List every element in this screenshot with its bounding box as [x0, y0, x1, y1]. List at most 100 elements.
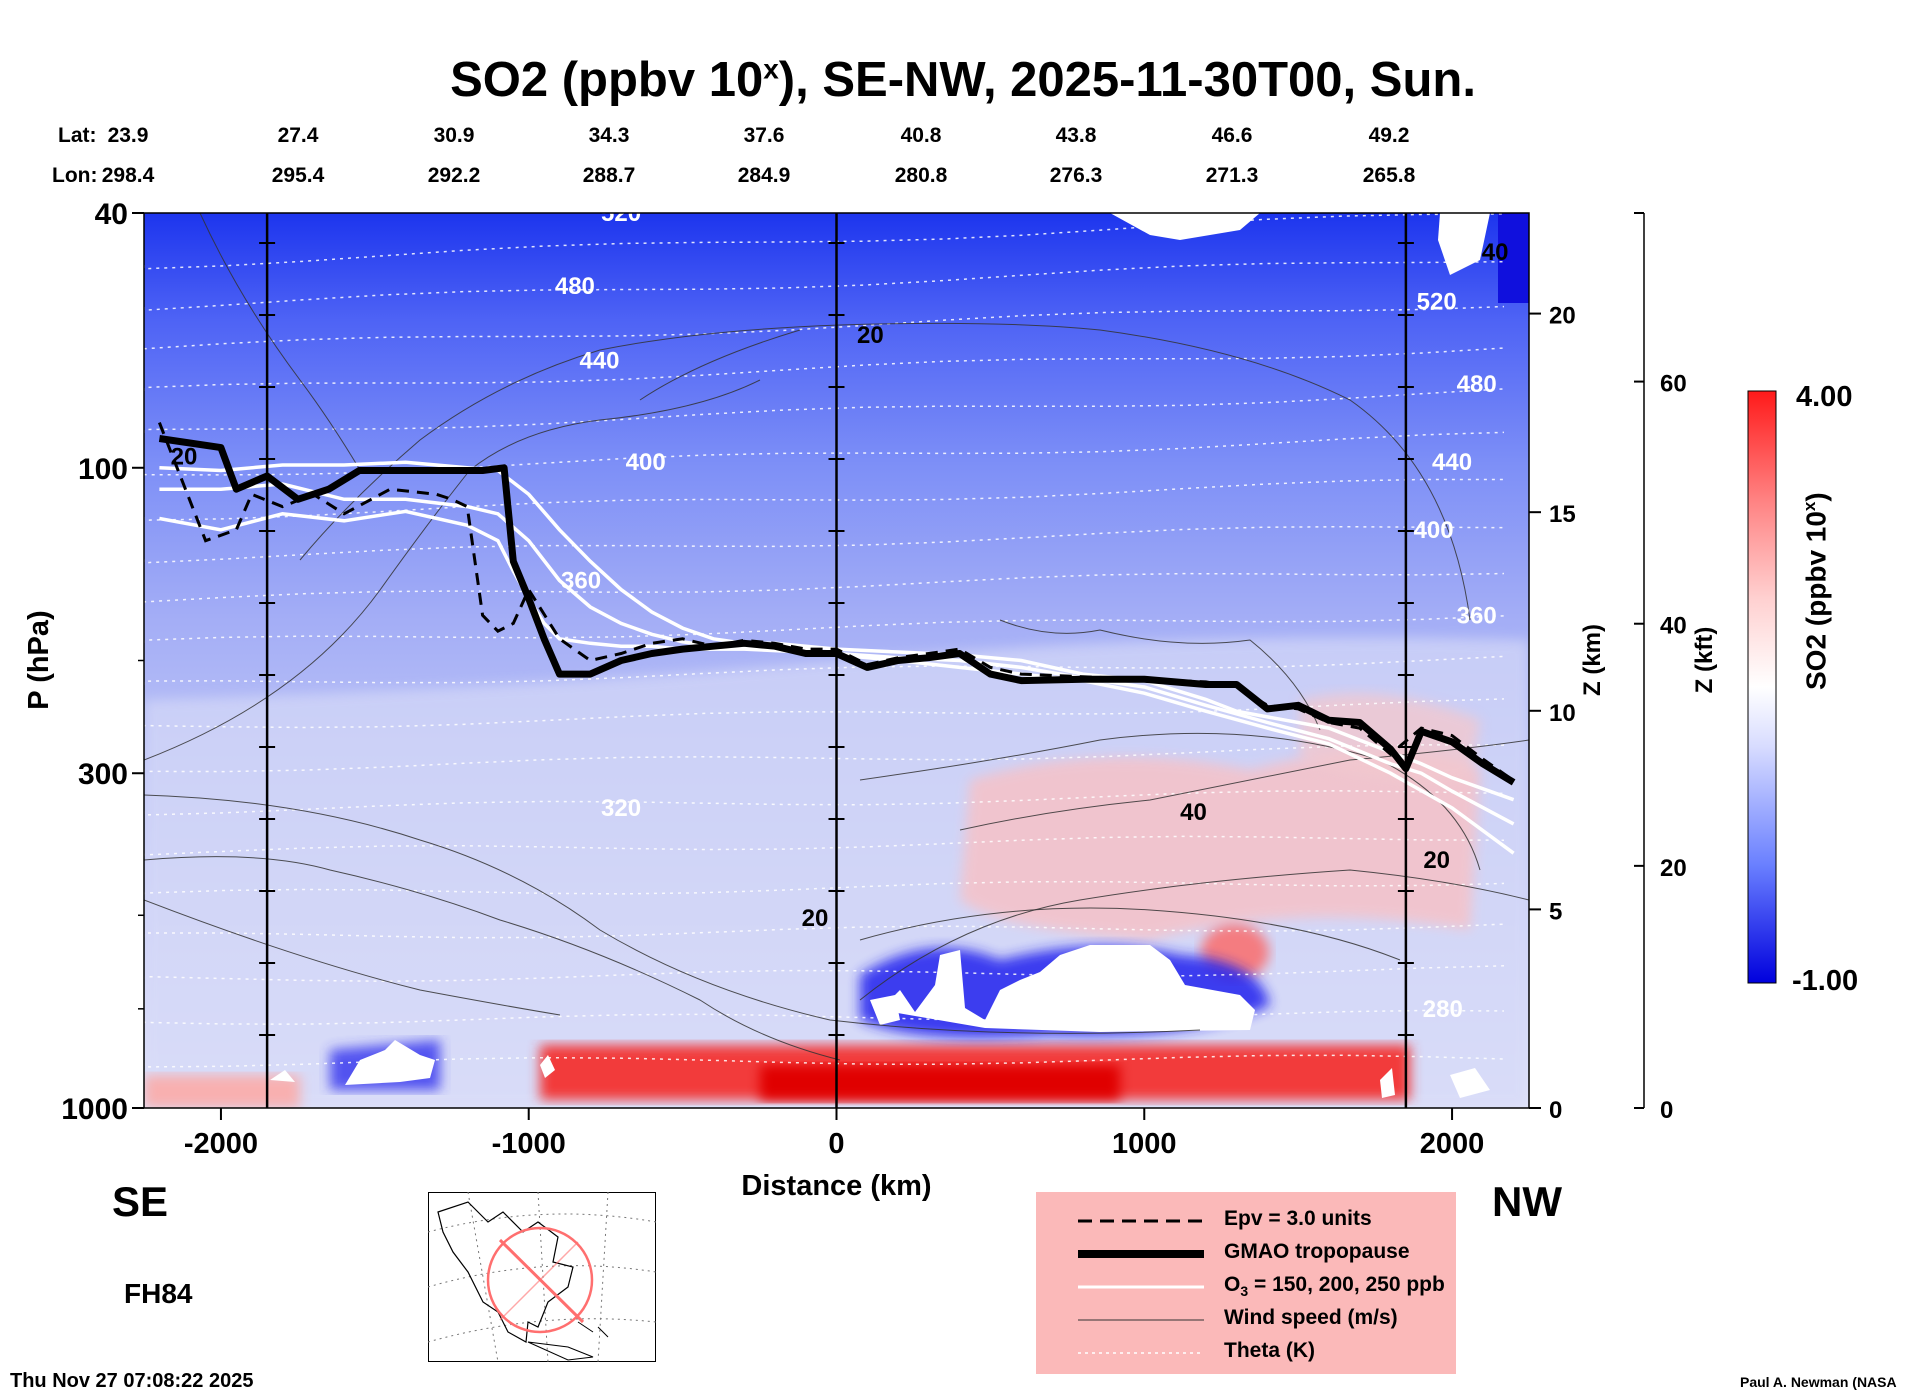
- theta-label: 520: [1417, 289, 1457, 316]
- legend-label-text: GMAO tropopause: [1224, 1240, 1410, 1263]
- timestamp: Thu Nov 27 07:08:22 2025: [10, 1370, 254, 1392]
- theta-label: 280: [1423, 996, 1463, 1023]
- contour-lines: 520 480 440 400 360 320 520 480 440 400 360 280 20 20…: [144, 213, 1529, 1068]
- locator-section-line: [498, 1238, 585, 1324]
- so2-pink-region-upper: [960, 750, 1480, 940]
- legend-label: O3 = 150, 200, 250 ppb: [1224, 1273, 1445, 1299]
- theta-label: 440: [579, 348, 619, 375]
- y-tick-label: 300: [78, 758, 128, 791]
- wind-speed-contour: [859, 907, 1401, 961]
- theta-label: 360: [1457, 602, 1497, 629]
- y-tick-label: 1000: [61, 1093, 128, 1126]
- title-text-end: ), SE-NW, 2025-11-30T00, Sun.: [778, 53, 1476, 107]
- theta-contour: [144, 1009, 1505, 1025]
- legend-label-text: Epv = 3.0 units: [1224, 1207, 1372, 1230]
- wind-speed-contour: [144, 794, 1201, 1034]
- z-km-tick-label: 5: [1549, 898, 1562, 925]
- wind-speed-label: 20: [171, 443, 198, 470]
- latitude-value: 43.8: [1055, 124, 1097, 147]
- theta-contour: [144, 880, 1505, 895]
- z-km-tick-label: 0: [1549, 1097, 1562, 1124]
- locator-map: [428, 1192, 656, 1362]
- theta-label: 480: [555, 273, 595, 300]
- latitude-value: 34.3: [588, 124, 630, 147]
- theta-contour: [144, 305, 1505, 350]
- wind-speed-label: 40: [1180, 799, 1207, 826]
- longitude-value: 298.4: [101, 164, 155, 187]
- theta-contour: [144, 572, 1505, 603]
- so2-surface-max: [760, 1065, 1120, 1100]
- legend: Epv = 3.0 units GMAO tropopause O3 = 150, …: [1036, 1192, 1456, 1374]
- colorbar-max: 4.00: [1796, 381, 1852, 413]
- wind-speed-contour: [859, 869, 1529, 1001]
- y-axis-label: P (hPa): [23, 610, 55, 709]
- missing-data-patch-right2: [1450, 1068, 1490, 1098]
- locator-ring: [486, 1226, 594, 1334]
- z-kft-tick-label: 0: [1660, 1097, 1673, 1124]
- longitude-value: 288.7: [582, 164, 636, 187]
- missing-data-patch-center: [880, 945, 1255, 1032]
- x-tick-label: 1000: [1112, 1128, 1177, 1160]
- wind-speed-contour: [144, 856, 841, 1061]
- theta-label: 320: [601, 795, 641, 822]
- theta-contour: [144, 431, 1505, 476]
- theta-label: 400: [1414, 517, 1454, 544]
- theta-label: 440: [1432, 449, 1472, 476]
- z-km-tick-label: 10: [1549, 700, 1576, 727]
- wind-speed-label: 20: [802, 905, 829, 932]
- legend-label-text: O: [1224, 1273, 1241, 1296]
- colorbar: 4.00 -1.00: [1747, 381, 1858, 997]
- legend-label: Wind speed (m/s): [1224, 1306, 1398, 1330]
- colorbar-title-end: ): [1800, 492, 1832, 502]
- legend-label-text: Theta (K): [1224, 1339, 1315, 1362]
- locator-coastline-caribbean: [527, 1321, 609, 1361]
- so2-pink-region-right: [1300, 693, 1480, 783]
- theta-contour: [144, 615, 1505, 643]
- latitude-value: 46.6: [1211, 124, 1253, 147]
- wind-speed-contour: [639, 329, 801, 401]
- theta-contour: [144, 835, 1505, 856]
- title-superscript: x: [763, 53, 779, 85]
- legend-label-end: = 150, 200, 250 ppb: [1248, 1273, 1445, 1296]
- latitude-value: 27.4: [277, 124, 319, 147]
- theta-contour: [144, 965, 1505, 982]
- legend-label: GMAO tropopause: [1224, 1240, 1410, 1264]
- latitude-value: 23.9: [107, 124, 149, 147]
- x-tick-label: -2000: [184, 1128, 258, 1160]
- wind-speed-contour: [299, 322, 1471, 621]
- so2-surface-pink-left: [144, 1075, 300, 1108]
- locator-coastline-na: [437, 1201, 574, 1343]
- x-tick-label: 2000: [1420, 1128, 1485, 1160]
- colorbar-min: -1.00: [1792, 965, 1858, 997]
- wind-speed-contour: [999, 619, 1321, 731]
- title-text: SO2 (ppbv 10: [450, 53, 764, 107]
- theta-contour: [144, 744, 1505, 773]
- x-tick-label: 0: [828, 1128, 844, 1160]
- so2-top-right-dark: [1498, 213, 1529, 303]
- colorbar-title-sup: x: [1800, 501, 1819, 512]
- colorbar-title-text: SO2 (ppbv 10: [1800, 511, 1832, 690]
- lat-label: Lat:: [58, 124, 97, 147]
- legend-label-text: Wind speed (m/s): [1224, 1306, 1398, 1329]
- wind-speed-label: 20: [857, 322, 884, 349]
- missing-data-patch-small: [870, 995, 900, 1025]
- wind-speed-contour: [144, 899, 561, 1016]
- credit: Paul A. Newman (NASA: [1740, 1374, 1897, 1390]
- z-km-label: Z (km): [1579, 624, 1606, 696]
- wind-speed-label: 20: [1423, 847, 1450, 874]
- locator-cross-line: [499, 1241, 579, 1321]
- longitude-value: 295.4: [271, 164, 325, 187]
- longitude-value: 265.8: [1362, 164, 1416, 187]
- theta-label: 360: [561, 568, 601, 595]
- x-tick-label: -1000: [492, 1128, 566, 1160]
- z-kft-tick-label: 20: [1660, 855, 1687, 882]
- tropopause-line: [158, 435, 1516, 786]
- latitude-value: 37.6: [743, 124, 785, 147]
- missing-data-patch-dot: [540, 1055, 555, 1078]
- longitude-value: 284.9: [737, 164, 791, 187]
- y-tick-label: 40: [95, 198, 128, 231]
- legend-label: Epv = 3.0 units: [1224, 1207, 1372, 1231]
- missing-data-patch-left: [345, 1040, 435, 1085]
